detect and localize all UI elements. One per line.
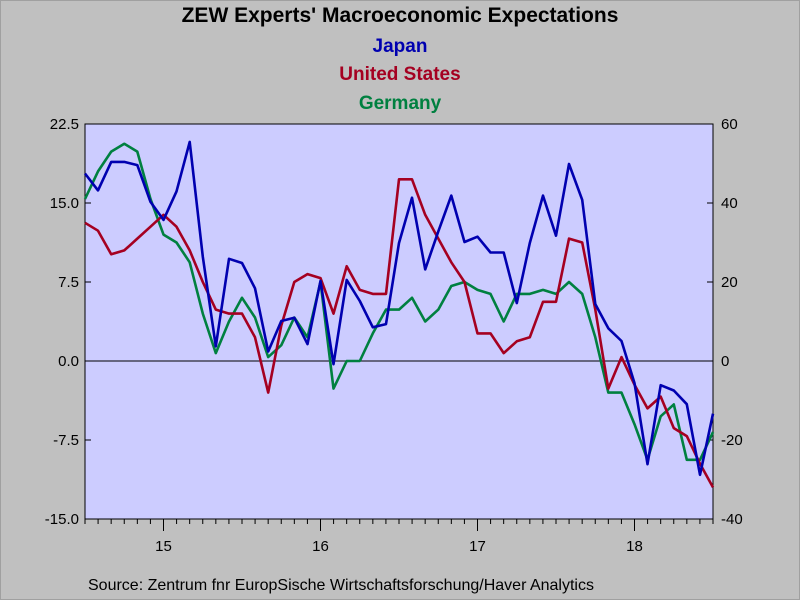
left-axis-tick-label: 0.0 bbox=[58, 353, 79, 370]
right-axis-tick-label: 40 bbox=[721, 195, 738, 212]
left-axis-tick-label: 15.0 bbox=[50, 195, 79, 212]
series-line-germany bbox=[83, 142, 715, 462]
series-line-united-states bbox=[84, 178, 715, 489]
left-axis-tick-label: -7.5 bbox=[53, 432, 79, 449]
x-axis-tick-label: 16 bbox=[312, 538, 329, 555]
right-axis-tick-label: 60 bbox=[721, 116, 738, 133]
right-axis-tick-label: 0 bbox=[721, 353, 729, 370]
right-axis-tick-label: 20 bbox=[721, 274, 738, 291]
legend-united-states: United States bbox=[339, 64, 461, 85]
legend-japan: Japan bbox=[372, 36, 428, 57]
legend-germany: Germany bbox=[358, 93, 442, 114]
series-line-japan bbox=[83, 140, 715, 477]
left-axis-tick-label: 22.5 bbox=[50, 116, 79, 133]
right-axis-tick-label: -20 bbox=[721, 432, 743, 449]
x-axis-tick-label: 15 bbox=[155, 538, 172, 555]
chart-title: ZEW Experts' Macroeconomic Expectations bbox=[181, 4, 619, 27]
source-note: Source: Zentrum fnr EuropSische Wirtscha… bbox=[88, 577, 594, 594]
x-axis-tick-label: 17 bbox=[469, 538, 486, 555]
right-axis-tick-label: -40 bbox=[721, 511, 743, 528]
left-axis-tick-label: -15.0 bbox=[45, 511, 79, 528]
left-axis-tick-label: 7.5 bbox=[58, 274, 79, 291]
x-axis-tick-label: 18 bbox=[626, 538, 643, 555]
